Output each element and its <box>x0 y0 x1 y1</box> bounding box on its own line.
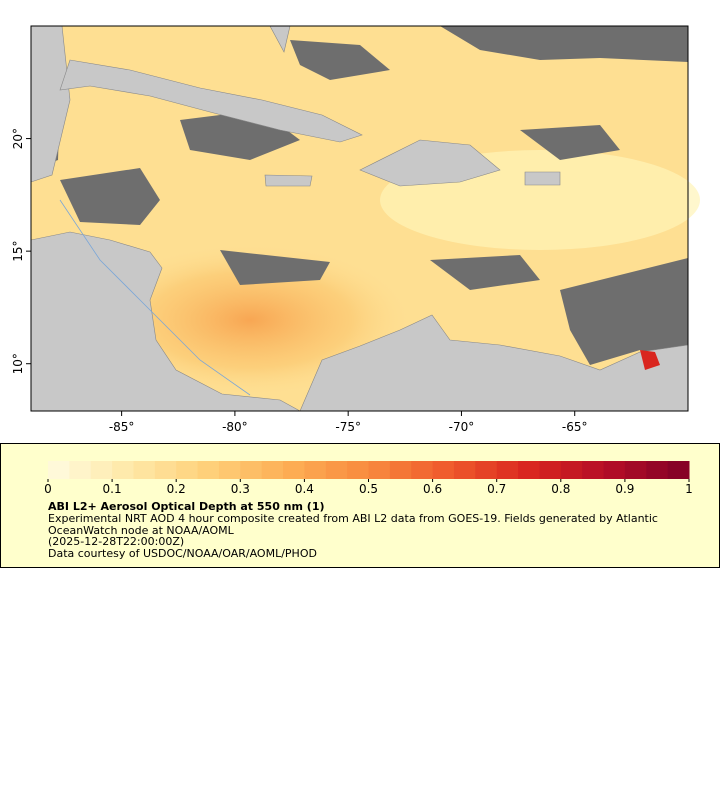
colorbar-swatch <box>283 461 305 479</box>
colorbar-swatch <box>197 461 220 479</box>
colorbar-swatch <box>667 461 690 479</box>
y-tick-label: 10° <box>11 353 25 374</box>
colorbar-swatch <box>582 461 605 479</box>
colorbar-swatch <box>475 461 498 479</box>
colorbar-tick-label: 0.2 <box>167 482 186 496</box>
x-tick-label: -65° <box>562 420 588 434</box>
colorbar-swatch <box>48 461 70 479</box>
x-tick-label: -80° <box>222 420 248 434</box>
colorbar-swatch <box>411 461 434 479</box>
colorbar-swatch <box>518 461 540 479</box>
map-figure: -85° -80° -75° -70° -65° 10° 15° 20° <box>11 25 700 434</box>
colorbar-swatch <box>453 461 476 479</box>
x-tick-label: -85° <box>109 420 135 434</box>
colorbar-tick-label: 0.4 <box>295 482 314 496</box>
legend-line: Data courtesy of USDOC/NOAA/OAR/AOML/PHO… <box>48 546 317 560</box>
colorbar-swatch <box>432 461 455 479</box>
map-content <box>30 25 700 412</box>
rivers <box>59 199 251 396</box>
legend-line: OceanWatch node at NOAA/AOML <box>48 523 234 537</box>
colorbar-swatch <box>325 461 348 479</box>
colorbar-swatch <box>603 461 626 479</box>
colorbar-swatch <box>560 461 583 479</box>
colorbar-swatch <box>90 461 113 479</box>
x-tick-label: -70° <box>449 420 475 434</box>
legend-title: ABI L2+ Aerosol Optical Depth at 550 nm … <box>48 500 325 513</box>
cloud-mask <box>31 26 688 411</box>
colorbar-swatch <box>496 461 519 479</box>
map-frame <box>30 25 689 412</box>
colorbar-tick-label: 0.1 <box>103 482 122 496</box>
colorbar-swatch <box>218 461 241 479</box>
legend-line: (2025-12-28T22:00:00Z) <box>48 535 185 548</box>
colorbar-tick-label: 0.3 <box>231 482 250 496</box>
colorbar-tick-label: 0.7 <box>487 482 506 496</box>
colorbar-swatch <box>368 461 391 479</box>
colorbar-tick-label: 0 <box>44 482 52 496</box>
colorbar-tick-label: 0.8 <box>551 482 570 496</box>
x-tick-label: -75° <box>335 420 361 434</box>
colorbar-swatch <box>646 461 669 479</box>
y-tick-label: 15° <box>11 241 25 262</box>
colorbar-swatch <box>304 461 327 479</box>
colorbar-swatch <box>539 461 562 479</box>
colorbar-swatch <box>624 461 647 479</box>
colorbar-swatch <box>176 461 199 479</box>
colorbar-tick-label: 0.6 <box>423 482 442 496</box>
colorbar-tick-label: 0.9 <box>615 482 634 496</box>
legend-box: 0 0.1 0.2 0.3 0.4 0.5 0.6 0.7 0.8 0.9 1 ABI L2+ Ae… <box>0 443 720 568</box>
colorbar-tick-label: 0.5 <box>359 482 378 496</box>
colorbar-swatch <box>389 461 412 479</box>
legend-text: Experimental NRT AOD 4 hour composite cr… <box>48 513 658 559</box>
legend-line: Experimental NRT AOD 4 hour composite cr… <box>48 512 658 525</box>
colorbar-swatch <box>154 461 177 479</box>
colorbar-swatch <box>69 461 92 479</box>
colorbar-swatch <box>240 461 263 479</box>
colorbar-swatch <box>347 461 369 479</box>
colorbar: 0 0.1 0.2 0.3 0.4 0.5 0.6 0.7 0.8 0.9 1 <box>44 461 693 496</box>
colorbar-swatch <box>261 461 284 479</box>
colorbar-swatch <box>112 461 134 479</box>
land <box>30 25 689 412</box>
colorbar-swatch <box>133 461 156 479</box>
y-tick-label: 20° <box>11 128 25 149</box>
colorbar-tick-label: 1 <box>685 482 693 496</box>
